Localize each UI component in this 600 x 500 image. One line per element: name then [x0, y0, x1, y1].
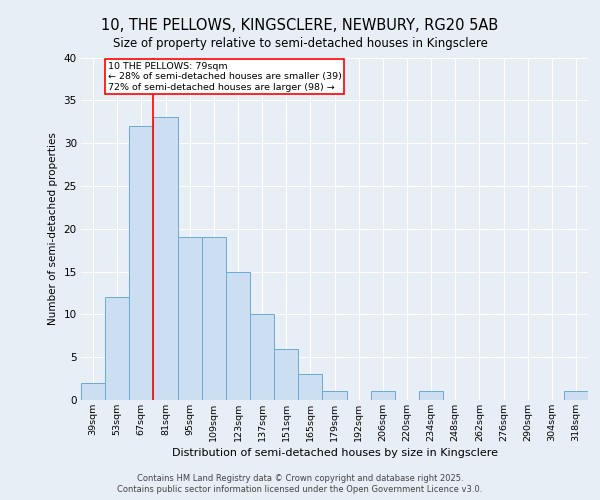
- Bar: [226, 272, 250, 400]
- X-axis label: Distribution of semi-detached houses by size in Kingsclere: Distribution of semi-detached houses by …: [172, 448, 497, 458]
- Text: Contains HM Land Registry data © Crown copyright and database right 2025.
Contai: Contains HM Land Registry data © Crown c…: [118, 474, 482, 494]
- Bar: [105, 297, 129, 400]
- Text: 10 THE PELLOWS: 79sqm
← 28% of semi-detached houses are smaller (39)
72% of semi: 10 THE PELLOWS: 79sqm ← 28% of semi-deta…: [107, 62, 341, 92]
- Bar: [564, 392, 588, 400]
- Bar: [178, 238, 202, 400]
- Bar: [371, 392, 395, 400]
- Text: 10, THE PELLOWS, KINGSCLERE, NEWBURY, RG20 5AB: 10, THE PELLOWS, KINGSCLERE, NEWBURY, RG…: [101, 18, 499, 32]
- Y-axis label: Number of semi-detached properties: Number of semi-detached properties: [48, 132, 58, 325]
- Bar: [154, 118, 178, 400]
- Bar: [129, 126, 154, 400]
- Bar: [298, 374, 322, 400]
- Bar: [322, 392, 347, 400]
- Bar: [81, 383, 105, 400]
- Text: Size of property relative to semi-detached houses in Kingsclere: Size of property relative to semi-detach…: [113, 38, 487, 51]
- Bar: [274, 348, 298, 400]
- Bar: [202, 238, 226, 400]
- Bar: [419, 392, 443, 400]
- Bar: [250, 314, 274, 400]
